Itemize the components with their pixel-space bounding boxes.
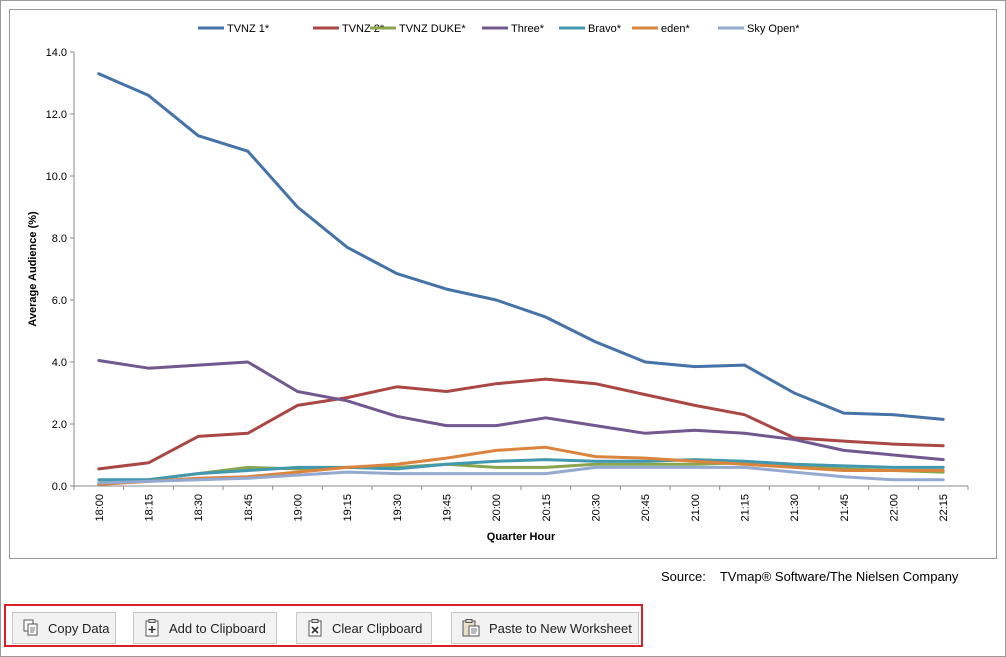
x-tick-label: 19:00 (293, 494, 305, 522)
x-tick-label: 21:15 (740, 494, 752, 522)
paste-to-new-worksheet-button[interactable]: Paste to New Worksheet (451, 612, 639, 644)
y-tick-label: 8.0 (52, 233, 67, 245)
source-credit: Source: TVmap® Software/The Nielsen Compa… (661, 569, 958, 584)
x-tick-label: 20:00 (491, 494, 503, 522)
legend-label: TVNZ 2* (342, 23, 385, 35)
x-tick-label: 20:45 (640, 494, 652, 522)
source-label: Source: (661, 569, 706, 584)
paste-icon (462, 619, 480, 637)
legend-item: Three* (482, 23, 545, 35)
copy-data-button[interactable]: Copy Data (12, 612, 116, 644)
clipboard-clear-icon (308, 619, 322, 637)
legend-label: Bravo* (588, 23, 622, 35)
y-tick-label: 6.0 (52, 295, 67, 307)
y-tick-label: 14.0 (46, 47, 67, 59)
x-tick-label: 18:45 (243, 494, 255, 522)
action-toolbar: Copy Data Add to Clipboard Clear Clipboa… (4, 604, 643, 647)
series-line (97, 465, 945, 485)
y-tick-label: 2.0 (52, 419, 67, 431)
x-tick-label: 20:30 (591, 494, 603, 522)
y-axis-title: Average Audience (%) (27, 211, 39, 327)
legend-item: TVNZ DUKE* (370, 23, 466, 35)
legend-item: Bravo* (559, 23, 622, 35)
legend-label: eden* (661, 23, 690, 35)
add-to-clipboard-label: Add to Clipboard (169, 620, 266, 636)
x-tick-label: 21:45 (839, 494, 851, 522)
x-tick-label: 21:30 (789, 494, 801, 522)
chart-area: 0.0 2.0 4.0 6.0 8.0 10.0 12.0 14.0 18:00 18:15 18:… (9, 9, 997, 559)
x-tick-label: 18:00 (94, 494, 106, 522)
add-to-clipboard-button[interactable]: Add to Clipboard (133, 612, 277, 644)
x-tick-label: 22:00 (889, 494, 901, 522)
series-line (97, 461, 945, 485)
series-line (97, 445, 945, 486)
x-tick-label: 21:00 (690, 494, 702, 522)
x-tick-label: 18:30 (193, 494, 205, 522)
x-tick-label: 19:15 (342, 494, 354, 522)
source-text: TVmap® Software/The Nielsen Company (719, 569, 959, 584)
legend-item: Sky Open* (718, 23, 800, 35)
legend-label: Sky Open* (747, 23, 800, 35)
series-line (97, 72, 945, 421)
series-line (97, 359, 945, 462)
legend-label: TVNZ 1* (227, 23, 270, 35)
y-tick-label: 10.0 (46, 171, 67, 183)
x-tick-label: 19:45 (442, 494, 454, 522)
y-tick-label: 4.0 (52, 357, 67, 369)
clear-clipboard-label: Clear Clipboard (332, 620, 423, 636)
x-tick-label: 18:15 (144, 494, 156, 522)
x-tick-label: 19:30 (392, 494, 404, 522)
y-tick-label: 0.0 (52, 481, 67, 493)
legend-item: TVNZ 2* (313, 23, 385, 35)
paste-to-new-worksheet-label: Paste to New Worksheet (489, 620, 632, 636)
copy-data-label: Copy Data (48, 620, 110, 636)
line-chart: 0.0 2.0 4.0 6.0 8.0 10.0 12.0 14.0 18:00 18:15 18:… (27, 23, 969, 543)
series-line (97, 377, 945, 471)
clipboard-add-icon (145, 619, 159, 637)
legend-label: TVNZ DUKE* (399, 23, 466, 35)
x-axis-title: Quarter Hour (487, 531, 556, 543)
legend-item: TVNZ 1* (198, 23, 270, 35)
x-tick-label: 20:15 (541, 494, 553, 522)
series-line (97, 458, 945, 482)
legend-label: Three* (511, 23, 545, 35)
y-tick-label: 12.0 (46, 109, 67, 121)
legend-item: eden* (632, 23, 690, 35)
clear-clipboard-button[interactable]: Clear Clipboard (296, 612, 432, 644)
x-tick-label: 22:15 (938, 494, 950, 522)
copy-icon (23, 619, 38, 636)
